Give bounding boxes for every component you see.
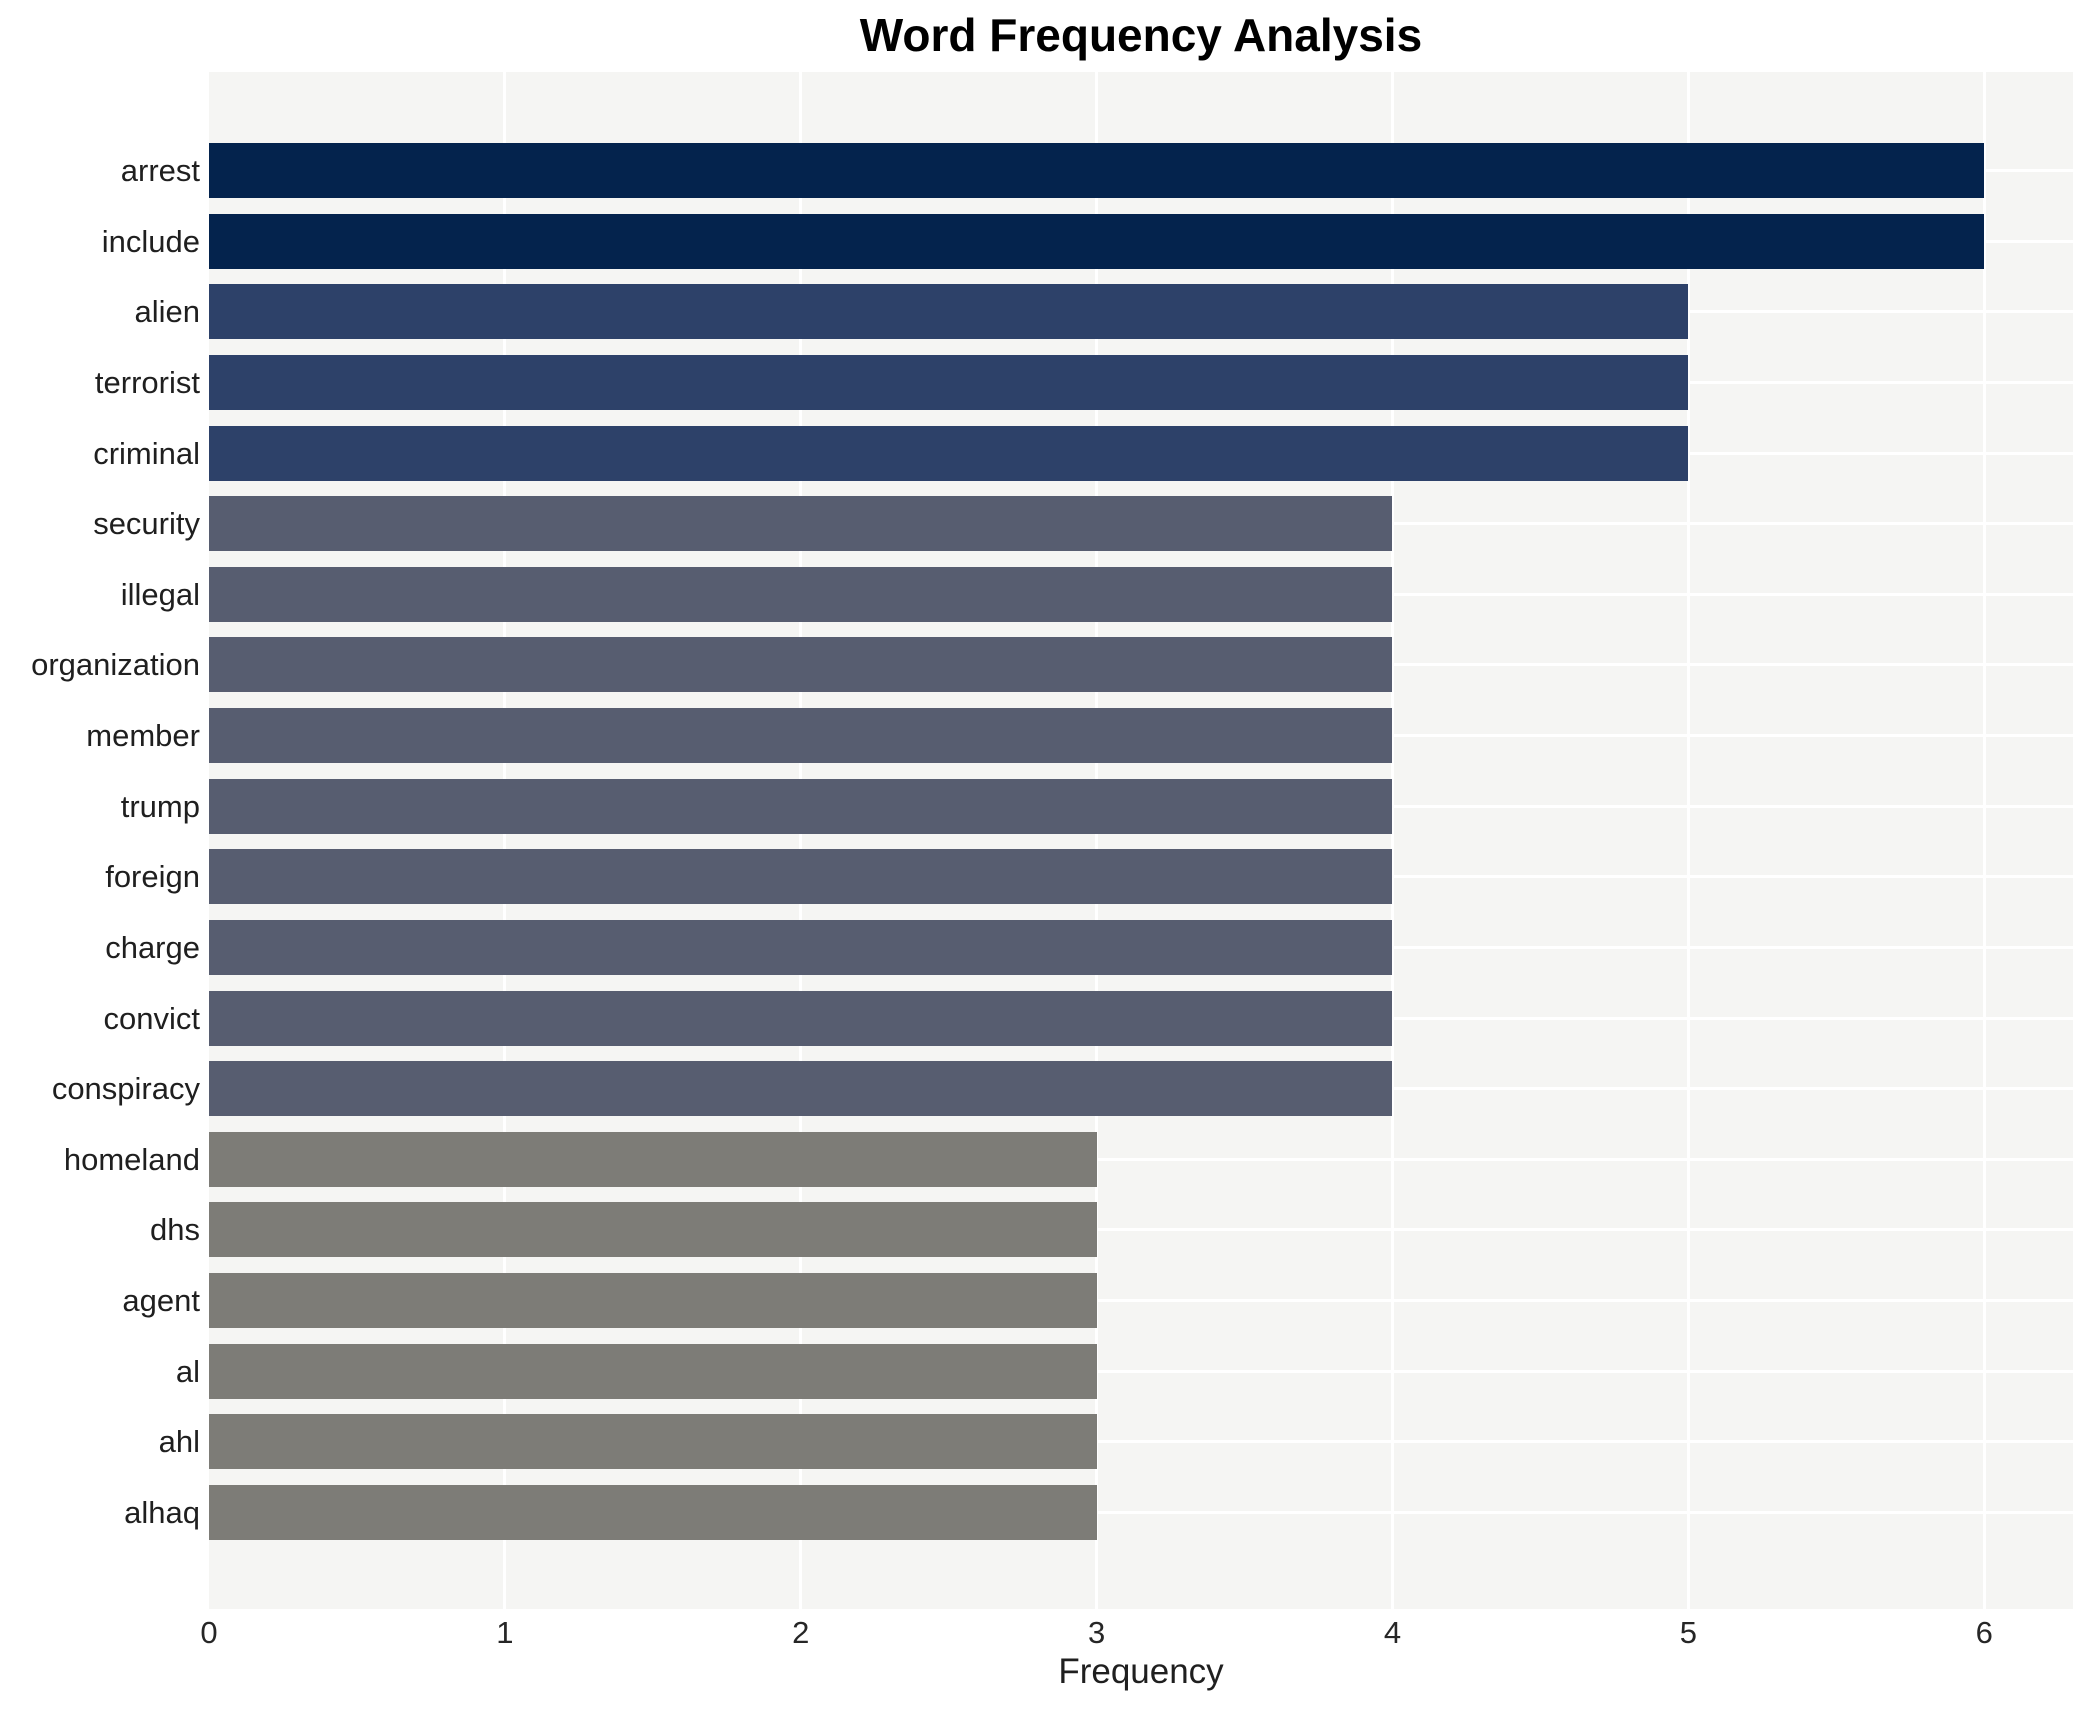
x-tick-4: 4 — [1383, 1614, 1402, 1650]
x-tick-1: 1 — [496, 1614, 514, 1650]
bar-charge — [209, 919, 1393, 975]
bar-convict — [209, 990, 1393, 1046]
gridline-x-5 — [1686, 72, 1690, 1609]
x-tick-3: 3 — [1087, 1614, 1106, 1650]
x-tick-5: 5 — [1679, 1614, 1697, 1650]
gridline-x-4 — [1390, 72, 1394, 1609]
gridline-y-agent — [209, 1299, 2073, 1303]
y-label-alhaq: alhaq — [124, 1494, 200, 1530]
bar-agent — [209, 1273, 1097, 1329]
bar-homeland — [209, 1131, 1097, 1187]
y-label-security: security — [93, 506, 200, 542]
chart-title: Word Frequency Analysis — [859, 9, 1423, 61]
y-label-agent: agent — [122, 1283, 200, 1319]
bar-ahl — [209, 1414, 1097, 1470]
y-label-ahl: ahl — [158, 1424, 200, 1460]
x-tick-2: 2 — [792, 1614, 810, 1650]
gridline-y-al — [209, 1369, 2073, 1373]
x-tick-6: 6 — [1975, 1614, 1993, 1650]
x-tick-0: 0 — [200, 1614, 218, 1650]
y-label-terrorist: terrorist — [94, 364, 200, 400]
y-label-organization: organization — [31, 647, 200, 683]
gridline-x-2 — [799, 72, 803, 1609]
x-axis-title: Frequency — [1058, 1652, 1224, 1691]
bar-al — [209, 1343, 1097, 1399]
bar-conspiracy — [209, 1061, 1393, 1117]
gridline-y-homeland — [209, 1157, 2073, 1161]
gridline-x-1 — [503, 72, 507, 1609]
bar-foreign — [209, 849, 1393, 905]
y-label-illegal: illegal — [120, 576, 200, 612]
gridline-x-6 — [1982, 72, 1986, 1609]
bar-criminal — [209, 425, 1689, 481]
y-label-dhs: dhs — [150, 1212, 200, 1248]
y-label-al: al — [175, 1353, 200, 1389]
plot-area — [209, 72, 2073, 1609]
bar-trump — [209, 778, 1393, 834]
bar-illegal — [209, 566, 1393, 622]
y-label-criminal: criminal — [93, 435, 200, 471]
gridline-y-dhs — [209, 1228, 2073, 1232]
gridline-y-ahl — [209, 1440, 2073, 1444]
y-label-include: include — [101, 223, 200, 259]
bar-alhaq — [209, 1484, 1097, 1540]
bar-member — [209, 708, 1393, 764]
y-label-convict: convict — [103, 1000, 200, 1036]
y-label-trump: trump — [120, 788, 200, 824]
y-label-conspiracy: conspiracy — [51, 1071, 200, 1107]
bar-arrest — [209, 143, 1985, 198]
y-label-charge: charge — [105, 929, 200, 965]
gridline-x-3 — [1095, 72, 1099, 1609]
y-label-alien: alien — [134, 294, 201, 330]
y-label-arrest: arrest — [120, 153, 200, 188]
y-label-homeland: homeland — [63, 1141, 200, 1177]
bar-organization — [209, 637, 1393, 693]
bar-dhs — [209, 1202, 1097, 1258]
bar-terrorist — [209, 354, 1689, 410]
y-label-foreign: foreign — [105, 859, 200, 895]
bar-include — [209, 213, 1985, 269]
bar-alien — [209, 284, 1689, 340]
bar-security — [209, 496, 1393, 552]
gridline-y-alhaq — [209, 1510, 2073, 1514]
y-label-member: member — [86, 718, 200, 754]
